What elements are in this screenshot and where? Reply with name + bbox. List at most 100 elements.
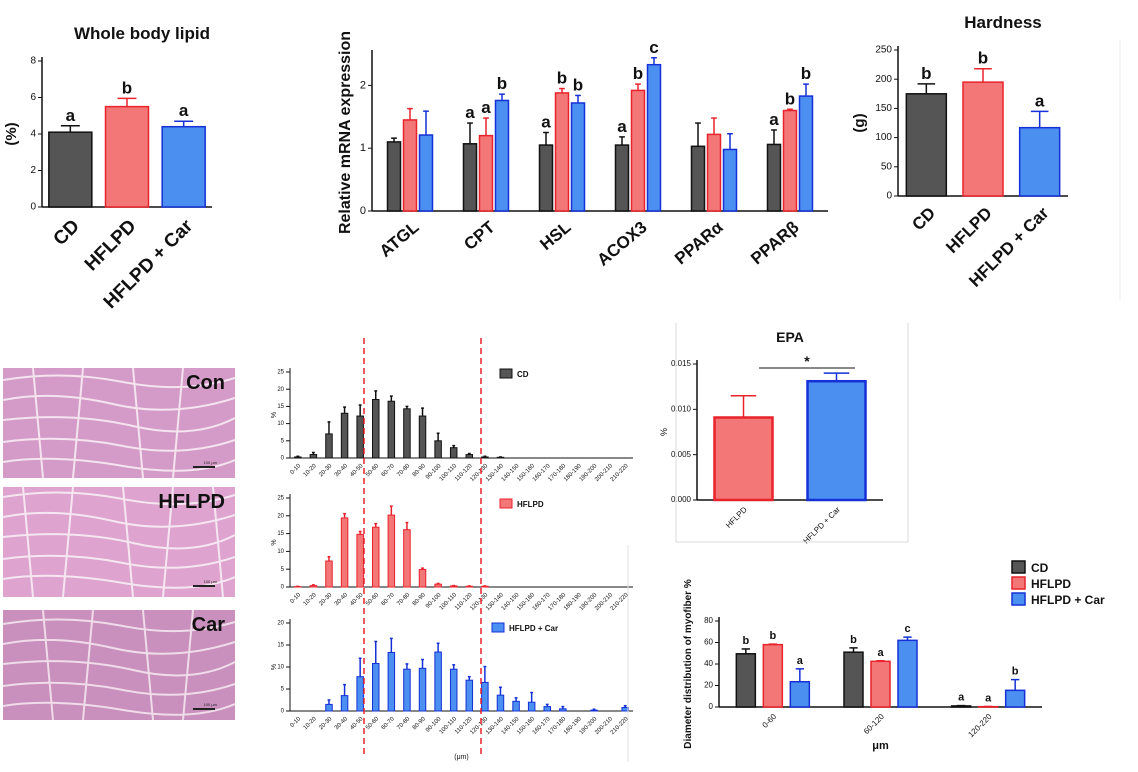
bar — [762, 643, 784, 708]
y-tick-label: 8 — [30, 56, 36, 67]
bar — [870, 660, 891, 708]
bar — [735, 653, 757, 708]
histology-photo-car: Car 100 μm — [3, 610, 235, 720]
histology-photo-con: Con 100 μm — [3, 368, 235, 478]
x-tick-label: 0-10 — [289, 592, 302, 605]
x-tick-label: 20-30 — [318, 463, 334, 479]
y-tick-label: 20 — [277, 387, 284, 393]
bar — [789, 680, 811, 708]
x-tick-label: 70-80 — [396, 592, 412, 608]
bar — [481, 456, 489, 459]
significance-letter: b — [122, 78, 132, 97]
significance-letter: a — [481, 98, 491, 117]
bar — [465, 454, 474, 459]
bar — [806, 379, 867, 502]
y-tick-label: 80 — [704, 616, 713, 625]
significance-letter: b — [573, 75, 583, 94]
x-tick-label: 20-30 — [318, 716, 334, 732]
y-tick-label: 10 — [277, 421, 284, 427]
x-tick-label: HFLPD — [942, 203, 996, 257]
y-axis-label: % — [659, 428, 669, 436]
bar — [418, 569, 427, 588]
y-tick-label: 50 — [881, 161, 893, 172]
y-tick-label: 0 — [281, 585, 285, 591]
significance-letter: c — [649, 38, 658, 57]
significance-letter: b — [742, 635, 749, 647]
x-tick-label: HFLPD + Car — [801, 505, 842, 546]
x-tick-label: 120-220 — [966, 712, 994, 740]
y-tick-label: 2 — [360, 79, 366, 91]
x-tick-label: 0-10 — [289, 716, 302, 729]
y-axis-label: % — [271, 664, 278, 670]
bar — [104, 105, 150, 208]
y-tick-label: 0.005 — [671, 450, 692, 459]
bar — [494, 99, 510, 212]
y-tick-label: 15 — [277, 643, 284, 649]
bar — [356, 415, 364, 459]
legend-swatch — [499, 368, 513, 379]
x-tick-label: 50-60 — [365, 592, 381, 608]
y-tick-label: 15 — [277, 404, 284, 410]
y-tick-label: 20 — [704, 681, 713, 690]
y-axis-label: % — [271, 539, 278, 545]
x-tick-label: 60-120 — [862, 712, 886, 736]
significance-letter: a — [66, 106, 76, 125]
bar — [798, 95, 814, 212]
y-tick-label: 150 — [875, 103, 892, 114]
x-axis-label: (μm) — [454, 754, 469, 761]
bar — [418, 134, 434, 212]
y-tick-label: 10 — [277, 549, 284, 555]
bar — [646, 63, 662, 212]
significance-letter: c — [904, 623, 910, 635]
x-tick-label: 60-70 — [381, 463, 397, 479]
significance-letter: b — [633, 64, 643, 83]
legend-swatch — [1011, 576, 1026, 590]
x-tick-label: 30-40 — [334, 463, 350, 479]
bar — [570, 102, 586, 212]
y-tick-label: 4 — [30, 129, 36, 140]
significance-letter: b — [1012, 666, 1019, 678]
x-tick-label: 70-80 — [396, 716, 412, 732]
bar — [387, 514, 396, 588]
x-tick-label: CD — [908, 203, 939, 234]
scale-text: 100 μm — [203, 579, 217, 584]
y-tick-label: 60 — [704, 638, 713, 647]
x-tick-label: 0-60 — [761, 712, 779, 730]
scale-bar — [193, 708, 215, 710]
significance-letter: a — [541, 113, 551, 132]
bar — [843, 651, 864, 708]
chart-title: Hardness — [964, 13, 1041, 32]
bar — [418, 667, 427, 712]
y-axis-label: % — [271, 412, 278, 418]
bar — [372, 662, 380, 712]
bar — [48, 131, 93, 208]
x-tick-label: 50-60 — [365, 716, 381, 732]
bar — [161, 125, 206, 208]
bar — [690, 145, 706, 212]
y-tick-label: 100 — [875, 132, 892, 143]
significance-letter: a — [797, 655, 804, 667]
y-axis-label: (%) — [3, 122, 20, 145]
significance-letter: a — [985, 692, 992, 704]
bar — [590, 709, 598, 712]
x-tick-label: 60-70 — [381, 592, 397, 608]
bar — [782, 109, 798, 212]
y-tick-label: 20 — [277, 513, 284, 519]
histology-photo-hflpd: HFLPD 100 μm — [3, 487, 235, 597]
bar — [386, 141, 402, 212]
bar — [434, 651, 442, 712]
photo-label: Car — [191, 614, 225, 636]
legend-swatch — [499, 498, 513, 509]
significance-letter: b — [978, 49, 988, 68]
y-tick-label: 0 — [281, 456, 285, 462]
bar — [766, 143, 782, 212]
bar — [434, 440, 442, 459]
bar — [543, 706, 551, 712]
x-tick-label: 60-70 — [381, 716, 397, 732]
y-tick-label: 40 — [704, 659, 713, 668]
x-tick-label: 0-10 — [289, 463, 302, 476]
y-tick-label: 5 — [281, 687, 285, 693]
y-axis-label: Relative mRNA expression — [337, 31, 354, 234]
bar — [905, 93, 948, 197]
y-tick-label: 200 — [875, 74, 892, 85]
